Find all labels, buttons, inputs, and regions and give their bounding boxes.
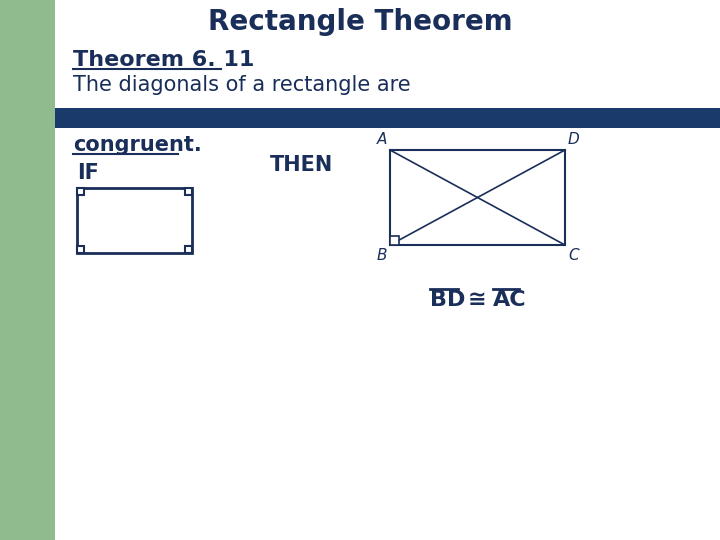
Bar <box>77 188 84 195</box>
Text: THEN: THEN <box>270 155 333 175</box>
Text: The diagonals of a rectangle are: The diagonals of a rectangle are <box>73 75 410 95</box>
Text: IF: IF <box>77 163 99 183</box>
Bar <box>185 246 192 253</box>
Bar <box>0 0 55 540</box>
Text: B: B <box>377 248 387 263</box>
Text: congruent.: congruent. <box>73 135 202 155</box>
Bar <box>77 246 84 253</box>
Text: C: C <box>568 248 579 263</box>
Text: BD: BD <box>430 290 465 310</box>
Text: Rectangle Theorem: Rectangle Theorem <box>207 8 513 36</box>
Bar <box>185 188 192 195</box>
Bar <box>390 150 565 245</box>
Bar <box>55 108 720 128</box>
Text: A: A <box>377 132 387 147</box>
Text: ≅: ≅ <box>468 290 487 310</box>
Text: Theorem 6. 11: Theorem 6. 11 <box>73 50 254 70</box>
Text: D: D <box>568 132 580 147</box>
Bar <box>77 188 192 253</box>
Text: AC: AC <box>493 290 526 310</box>
Bar <box>390 236 399 245</box>
